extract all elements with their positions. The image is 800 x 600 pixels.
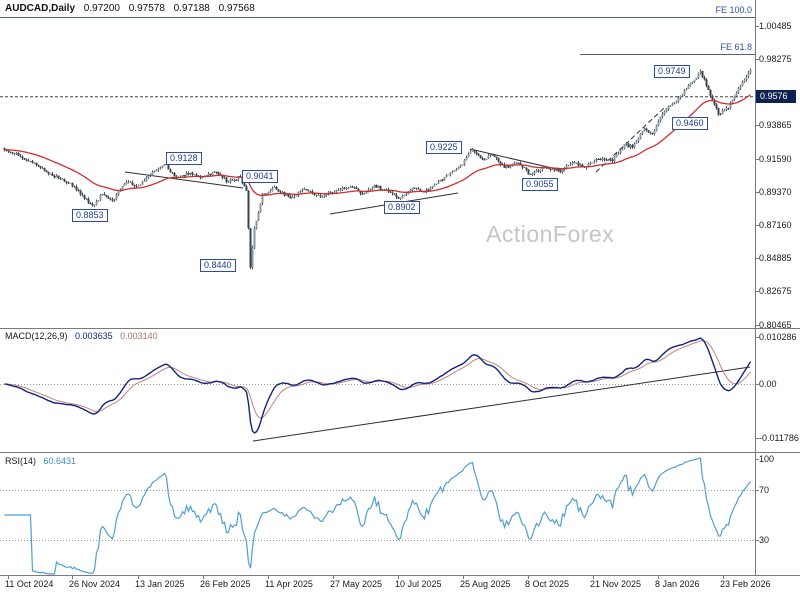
macd-signal-value: 0.003140 [120, 331, 158, 341]
date-axis-label: 11 Apr 2025 [265, 579, 313, 589]
date-axis-label: 13 Jan 2025 [135, 579, 185, 589]
price-level-annotation: 0.9055 [522, 178, 558, 192]
macd-axis-label: -0.011786 [759, 433, 799, 443]
price-axis-label: 0.91590 [759, 154, 792, 164]
price-level-annotation: 0.9128 [166, 152, 202, 166]
macd-axis-label: 0.00 [759, 379, 777, 389]
price-level-annotation: 0.9749 [654, 64, 690, 78]
date-axis-label: 26 Nov 2024 [69, 579, 121, 589]
macd-main-value: 0.003635 [75, 331, 113, 341]
date-axis-label: 25 Aug 2025 [460, 579, 511, 589]
symbol-timeframe-label: AUDCAD,Daily [5, 3, 76, 14]
ohlc-low-value: 0.97188 [173, 3, 210, 14]
price-level-annotation: 0.8853 [72, 208, 108, 222]
date-axis-label: 8 Oct 2025 [525, 579, 570, 589]
macd-title: MACD(12,26,9) [5, 331, 68, 341]
price-level-annotation: 0.8902 [384, 201, 420, 215]
ohlc-open-value: 0.97200 [83, 3, 120, 14]
actionforex-watermark: ActionForex [486, 221, 615, 247]
current-price-tag: 0.9576 [756, 89, 796, 103]
ohlc-close-value: 0.97568 [218, 3, 255, 14]
price-level-annotation: 0.9041 [242, 170, 278, 184]
chart-title: AUDCAD,Daily 0.97200 0.97578 0.97188 0.9… [5, 3, 255, 14]
rsi-value: 60.6431 [43, 456, 77, 466]
rsi-axis-label: 100 [759, 454, 775, 464]
date-axis-label: 21 Nov 2025 [590, 579, 642, 589]
price-level-annotation: 0.9460 [672, 117, 708, 131]
rsi-axis-label: 70 [759, 485, 770, 495]
date-axis-label: 23 Feb 2026 [720, 579, 771, 589]
macd-axis-label: 0.010286 [759, 332, 797, 342]
price-level-annotation: 0.9225 [426, 140, 462, 154]
price-axis-label: 0.82675 [759, 286, 792, 296]
fib-extension-618-label: FE 61.8 [720, 42, 752, 52]
date-axis-label: 8 Jan 2026 [655, 579, 700, 589]
ohlc-high-value: 0.97578 [128, 3, 165, 14]
rsi-indicator-label: RSI(14) 60.6431 [5, 456, 76, 466]
date-axis-label: 11 Oct 2024 [5, 579, 54, 589]
price-level-annotation: 0.8440 [200, 258, 236, 272]
price-axis-label: 0.80465 [759, 320, 792, 330]
fib-extension-100-label: FE 100.0 [715, 5, 752, 15]
price-axis-label: 1.00485 [759, 21, 792, 31]
macd-indicator-label: MACD(12,26,9) 0.003635 0.003140 [5, 331, 158, 341]
date-axis-label: 27 May 2025 [330, 579, 383, 589]
date-axis-label: 26 Feb 2025 [200, 579, 251, 589]
rsi-title: RSI(14) [5, 456, 37, 466]
price-axis-label: 0.98275 [759, 54, 792, 64]
price-axis-label: 0.87160 [759, 220, 792, 230]
rsi-axis-label: 30 [759, 535, 770, 545]
date-axis-label: 10 Jul 2025 [395, 579, 442, 589]
price-axis-label: 0.93865 [759, 120, 792, 130]
price-axis-label: 0.89370 [759, 187, 792, 197]
price-axis-label: 0.84885 [759, 253, 792, 263]
